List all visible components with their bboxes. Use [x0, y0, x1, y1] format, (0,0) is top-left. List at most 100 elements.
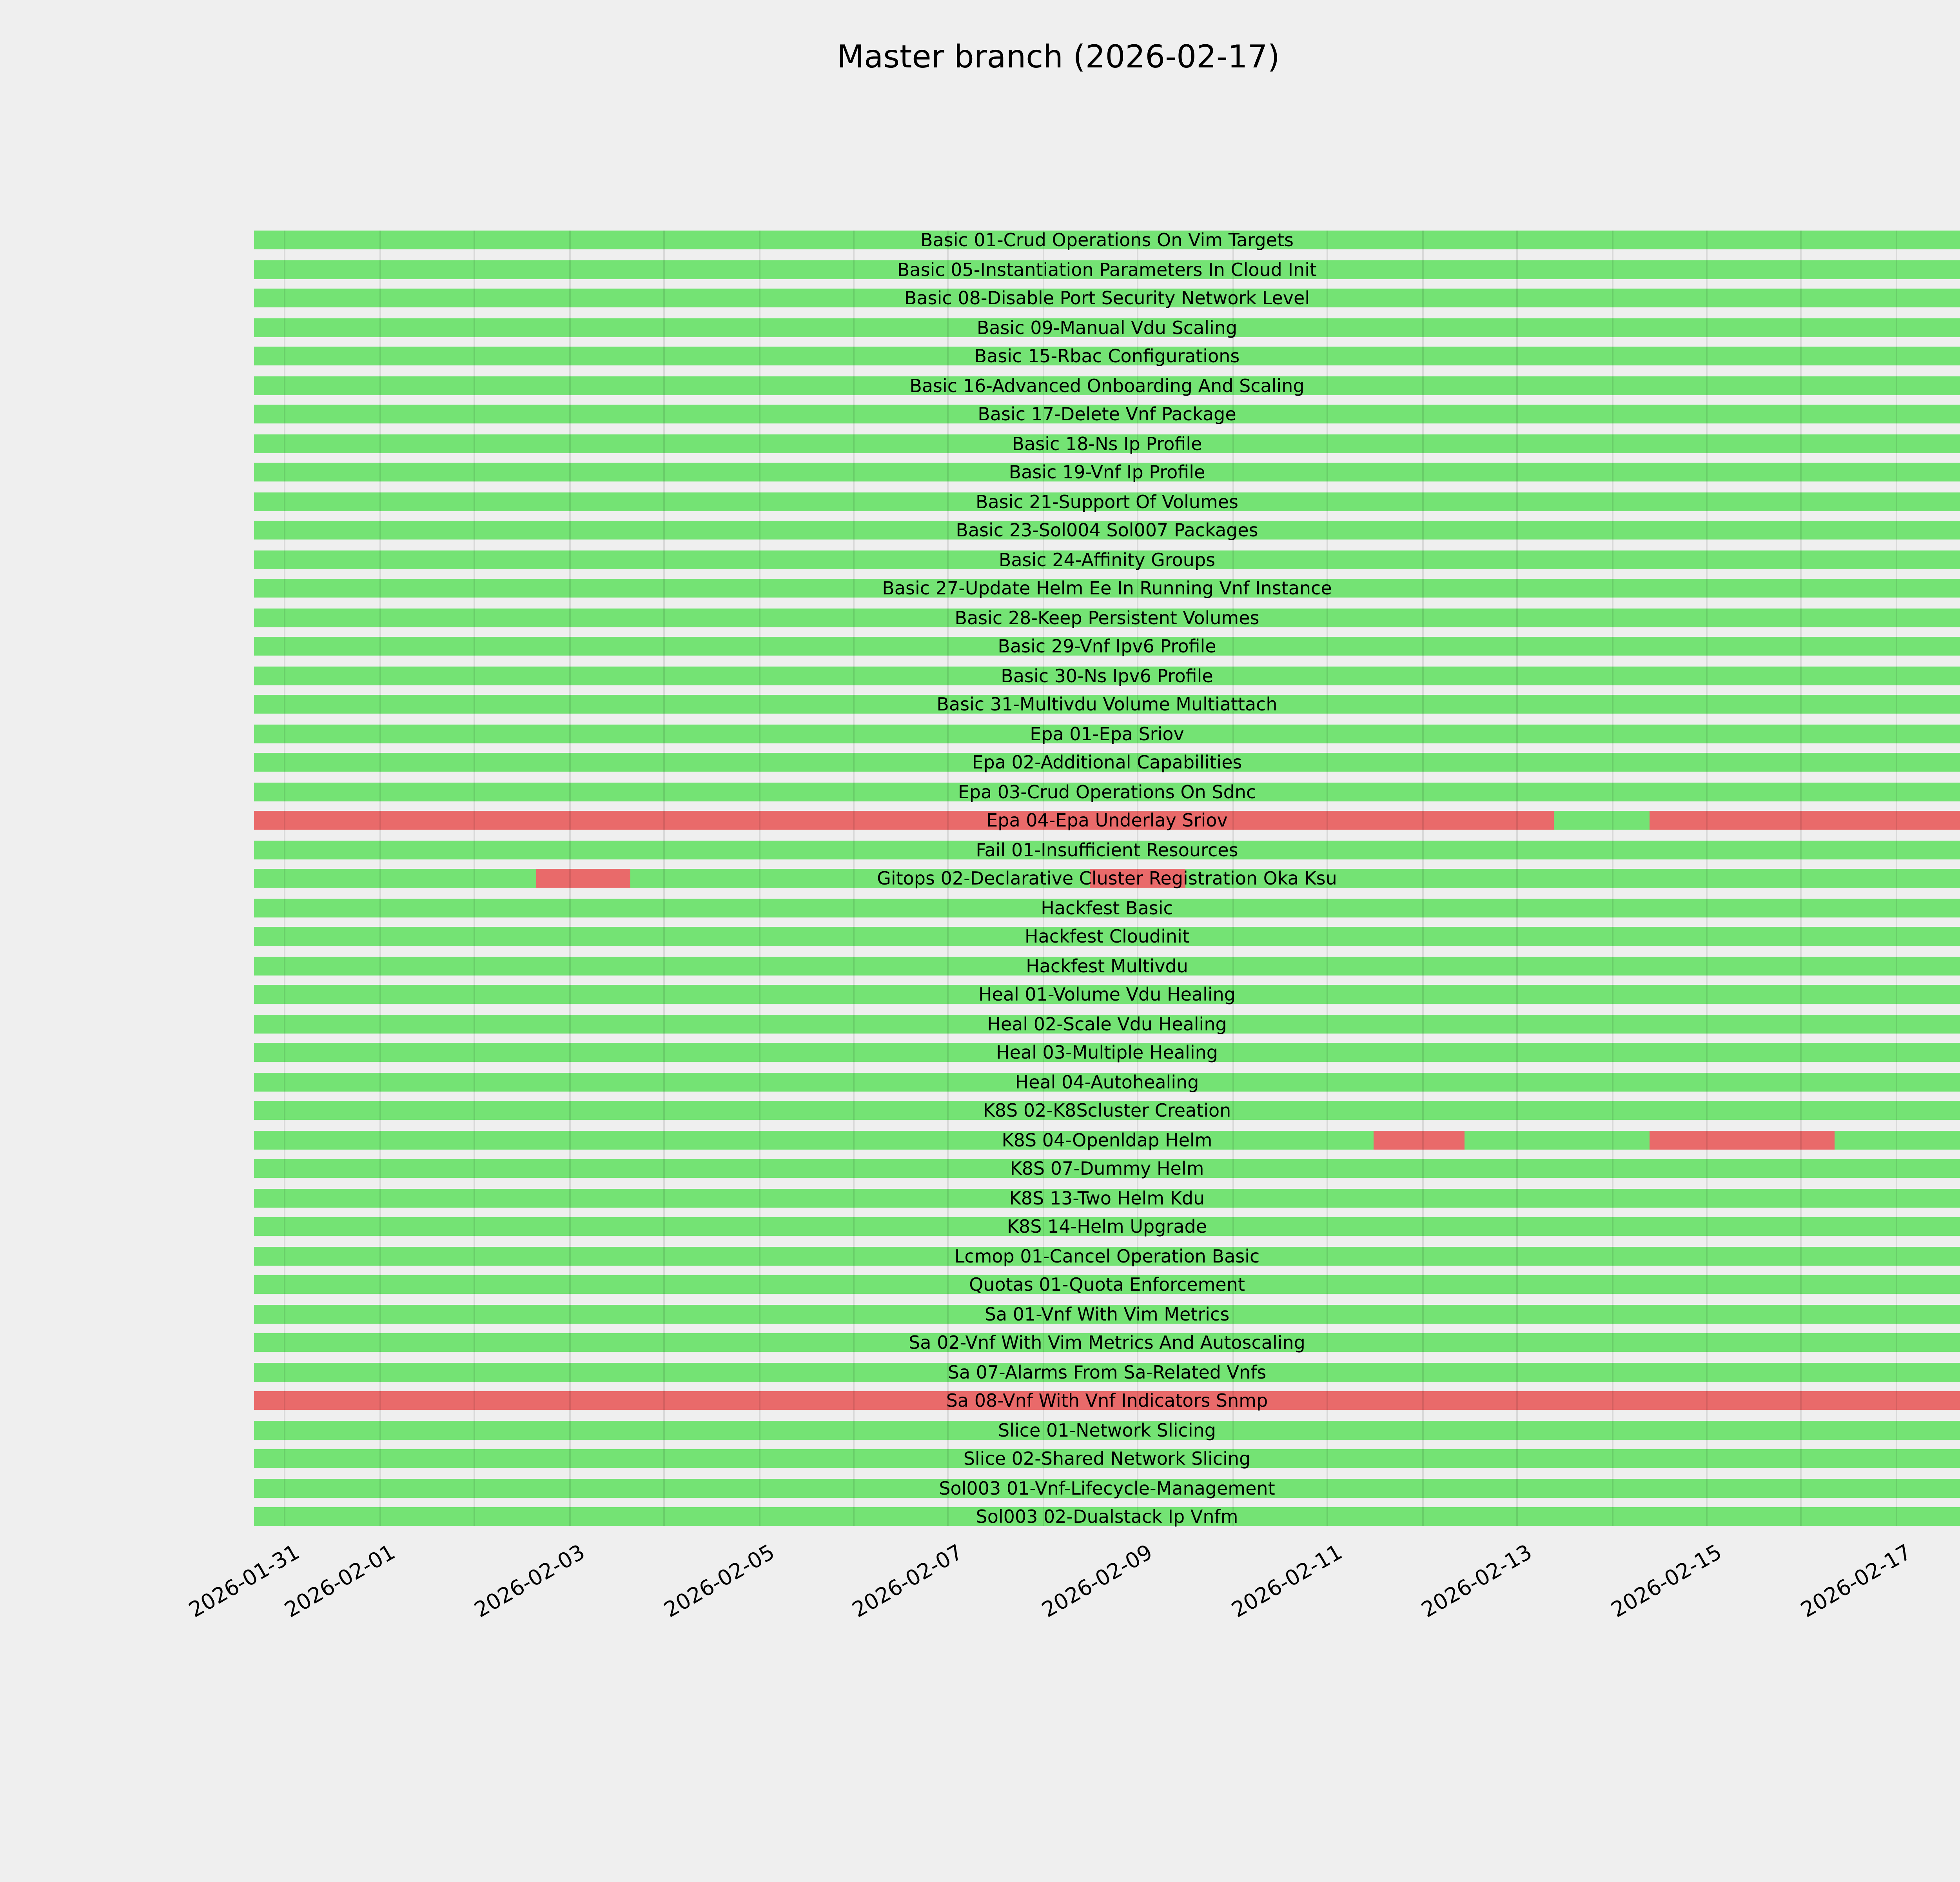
- row-label: K8S 02-K8Scluster Creation: [983, 1099, 1231, 1121]
- fail-segment: [1649, 811, 1960, 830]
- fail-segment: [254, 811, 1555, 830]
- row-label: Heal 01-Volume Vdu Healing: [978, 983, 1236, 1005]
- row-label: Lcmop 01-Cancel Operation Basic: [954, 1244, 1260, 1266]
- gridline: [1421, 231, 1423, 1526]
- row-label: Basic 23-Sol004 Sol007 Packages: [956, 519, 1258, 541]
- row-bar: [254, 1159, 1960, 1178]
- row-bar: [254, 753, 1960, 772]
- gridline: [284, 231, 286, 1526]
- row-bar: [254, 811, 1960, 830]
- row-label: Basic 31-Multivdu Volume Multiattach: [936, 693, 1278, 715]
- row-bar: [254, 956, 1960, 975]
- row-label: Sa 07-Alarms From Sa-Related Vnfs: [947, 1361, 1267, 1382]
- row-bar: [254, 1391, 1960, 1410]
- row-bar: [254, 1101, 1960, 1120]
- gridline: [947, 231, 949, 1526]
- fail-segment: [1649, 1130, 1834, 1149]
- gridline: [1895, 231, 1897, 1526]
- row-label: Basic 28-Keep Persistent Volumes: [955, 606, 1259, 628]
- fail-segment: [254, 1391, 1960, 1410]
- gridline: [758, 231, 760, 1526]
- row-label: Sa 08-Vnf With Vnf Indicators Snmp: [946, 1390, 1268, 1412]
- row-bar: [254, 1507, 1960, 1526]
- row-bar: [254, 260, 1960, 278]
- row-label: Basic 16-Advanced Onboarding And Scaling: [909, 374, 1305, 396]
- row-label: Heal 03-Multiple Healing: [996, 1041, 1218, 1063]
- row-bar: [254, 1072, 1960, 1091]
- row-label: Slice 01-Network Slicing: [998, 1419, 1216, 1441]
- gridline: [1516, 231, 1518, 1526]
- gridline: [853, 231, 855, 1526]
- row-bar: [254, 637, 1960, 656]
- row-bar: [254, 782, 1960, 801]
- row-bar: [254, 579, 1960, 598]
- row-bar: [254, 695, 1960, 714]
- row-bar: [254, 869, 1960, 888]
- row-bar: [254, 1014, 1960, 1033]
- row-bar: [254, 840, 1960, 859]
- row-label: Gitops 02-Declarative Cluster Registrati…: [877, 867, 1337, 889]
- row-label: Basic 17-Delete Vnf Package: [978, 403, 1236, 425]
- row-bar: [254, 405, 1960, 423]
- gridline: [1327, 231, 1328, 1526]
- row-label: Sol003 02-Dualstack Ip Vnfm: [976, 1506, 1238, 1528]
- row-label: K8S 07-Dummy Helm: [1010, 1157, 1204, 1179]
- row-label: K8S 04-Openldap Helm: [1002, 1128, 1212, 1150]
- row-label: Hackfest Cloudinit: [1025, 925, 1189, 947]
- row-bar: [254, 1362, 1960, 1381]
- gridline: [1137, 231, 1139, 1526]
- row-label: Basic 30-Ns Ipv6 Profile: [1001, 664, 1213, 686]
- row-bar: [254, 898, 1960, 917]
- gridline: [568, 231, 570, 1526]
- row-bar: [254, 434, 1960, 452]
- gridline: [1706, 231, 1708, 1526]
- fail-segment: [1090, 869, 1185, 888]
- row-label: Epa 03-Crud Operations On Sdnc: [958, 780, 1256, 802]
- gridline: [1042, 231, 1044, 1526]
- row-bar: [254, 492, 1960, 510]
- row-label: Heal 02-Scale Vdu Healing: [987, 1012, 1227, 1034]
- row-label: Basic 08-Disable Port Security Network L…: [904, 287, 1310, 309]
- row-label: Basic 24-Affinity Groups: [998, 548, 1216, 570]
- row-label: K8S 13-Two Helm Kdu: [1009, 1186, 1205, 1208]
- row-bar: [254, 666, 1960, 685]
- row-bar: [254, 231, 1960, 249]
- row-bar: [254, 347, 1960, 365]
- row-label: Heal 04-Autohealing: [1015, 1070, 1199, 1092]
- row-bar: [254, 1130, 1960, 1149]
- gridline: [379, 231, 381, 1526]
- row-bar: [254, 1304, 1960, 1323]
- row-label: Basic 19-Vnf Ip Profile: [1009, 461, 1205, 483]
- row-label: Basic 29-Vnf Ipv6 Profile: [998, 635, 1216, 657]
- row-bar: [254, 927, 1960, 946]
- row-bar: [254, 985, 1960, 1004]
- row-label: Basic 15-Rbac Configurations: [974, 345, 1240, 367]
- row-label: Hackfest Basic: [1041, 896, 1173, 918]
- fail-segment: [535, 869, 630, 888]
- row-bar: [254, 550, 1960, 569]
- gridline: [1232, 231, 1234, 1526]
- row-label: Basic 21-Support Of Volumes: [975, 490, 1239, 512]
- row-label: Sol003 01-Vnf-Lifecycle-Management: [939, 1477, 1275, 1499]
- row-label: Epa 02-Additional Capabilities: [972, 751, 1242, 773]
- row-bar: [254, 1217, 1960, 1236]
- row-bar: [254, 1333, 1960, 1352]
- row-bar: [254, 1188, 1960, 1207]
- row-label: Sa 02-Vnf With Vim Metrics And Autoscali…: [909, 1332, 1305, 1353]
- row-bar: [254, 1043, 1960, 1062]
- row-bar: [254, 608, 1960, 627]
- row-label: Basic 27-Update Helm Ee In Running Vnf I…: [882, 577, 1332, 599]
- row-label: Basic 01-Crud Operations On Vim Targets: [920, 229, 1294, 251]
- row-bar: [254, 1275, 1960, 1294]
- row-bar: [254, 1478, 1960, 1497]
- row-bar: [254, 521, 1960, 540]
- row-label: Hackfest Multivdu: [1026, 954, 1188, 976]
- row-bar: [254, 1449, 1960, 1468]
- row-label: Basic 05-Instantiation Parameters In Clo…: [897, 258, 1317, 280]
- row-bar: [254, 724, 1960, 743]
- row-bar: [254, 318, 1960, 336]
- row-bar: [254, 289, 1960, 307]
- gridline: [1800, 231, 1802, 1526]
